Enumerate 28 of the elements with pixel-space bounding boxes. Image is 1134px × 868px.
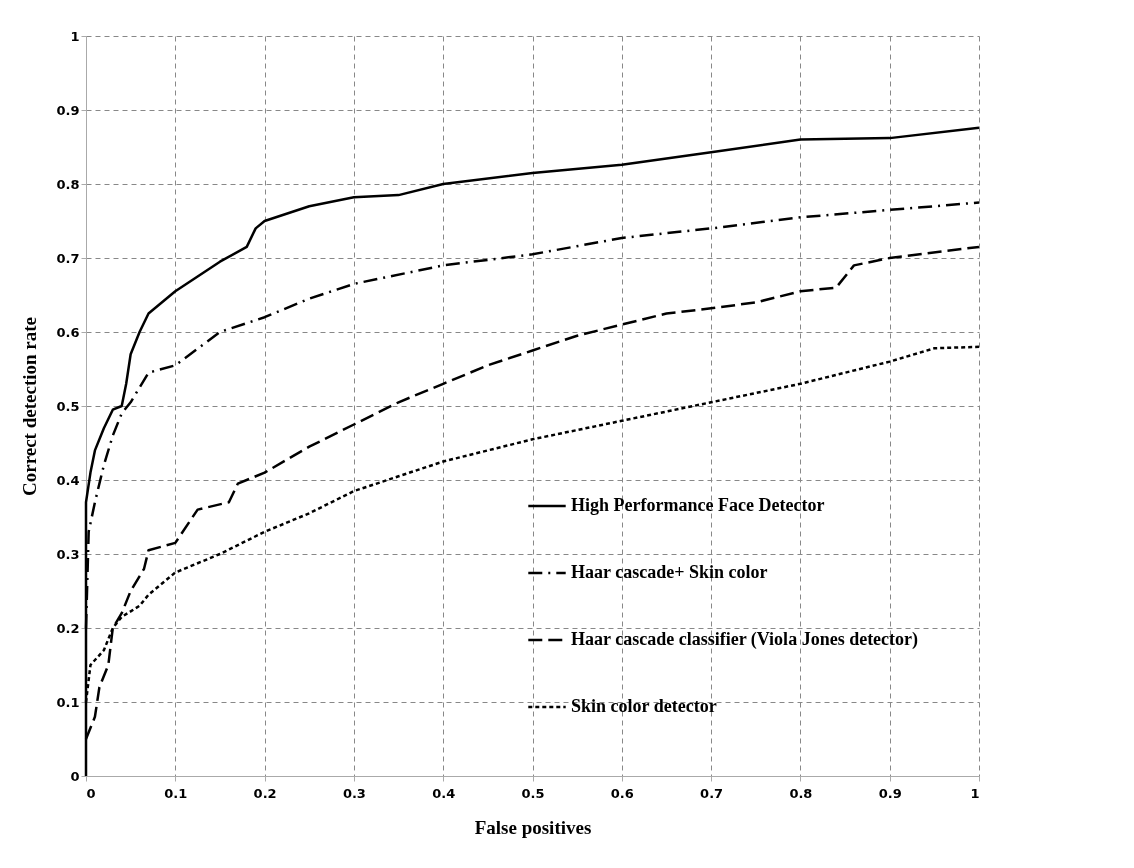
x-tick-label: 0	[86, 785, 96, 801]
y-tick-label: 0.5	[56, 398, 80, 414]
x-tick-label: 0.1	[164, 785, 188, 801]
y-axis-title: Correct detection rate	[19, 317, 41, 496]
x-tick-label: 0.8	[789, 785, 813, 801]
x-tick-label: 0.3	[342, 785, 366, 801]
legend-label: High Performance Face Detector	[571, 495, 825, 515]
y-tick-label: 0.2	[56, 620, 80, 636]
legend-label: Skin color detector	[571, 696, 717, 716]
y-tick-label: 0.1	[56, 694, 80, 710]
y-tick-label: 0.7	[56, 250, 80, 266]
y-tick-label: 0.3	[56, 546, 80, 562]
legend-label: Haar cascade classifier (Viola Jones detector)	[571, 629, 919, 650]
x-tick-label: 0.9	[878, 785, 902, 801]
y-tick-label: 0.4	[56, 472, 80, 488]
legend-label: Haar cascade+ Skin color	[571, 562, 768, 582]
x-tick-label: 1	[970, 785, 980, 801]
x-tick-label: 0.7	[700, 785, 724, 801]
y-tick-label: 1	[70, 28, 80, 44]
x-tick-label: 0.2	[253, 785, 277, 801]
x-tick-label: 0.5	[521, 785, 545, 801]
x-tick-label: 0.4	[432, 785, 456, 801]
y-tick-label: 0	[70, 768, 80, 784]
y-tick-label: 0.9	[56, 102, 80, 118]
x-tick-label: 0.6	[610, 785, 634, 801]
x-axis-title: False positives	[474, 816, 592, 838]
y-tick-label: 0.8	[56, 176, 80, 192]
y-tick-label: 0.6	[56, 324, 80, 340]
